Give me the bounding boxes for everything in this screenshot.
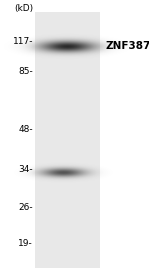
- Text: 85-: 85-: [18, 67, 33, 76]
- Text: 117-: 117-: [13, 37, 33, 46]
- FancyBboxPatch shape: [35, 12, 100, 268]
- Text: (kD): (kD): [14, 4, 33, 13]
- Text: 48-: 48-: [18, 126, 33, 135]
- Text: 26-: 26-: [18, 203, 33, 212]
- Text: 34-: 34-: [18, 165, 33, 174]
- Text: 19-: 19-: [18, 239, 33, 248]
- Text: ZNF387: ZNF387: [105, 41, 149, 51]
